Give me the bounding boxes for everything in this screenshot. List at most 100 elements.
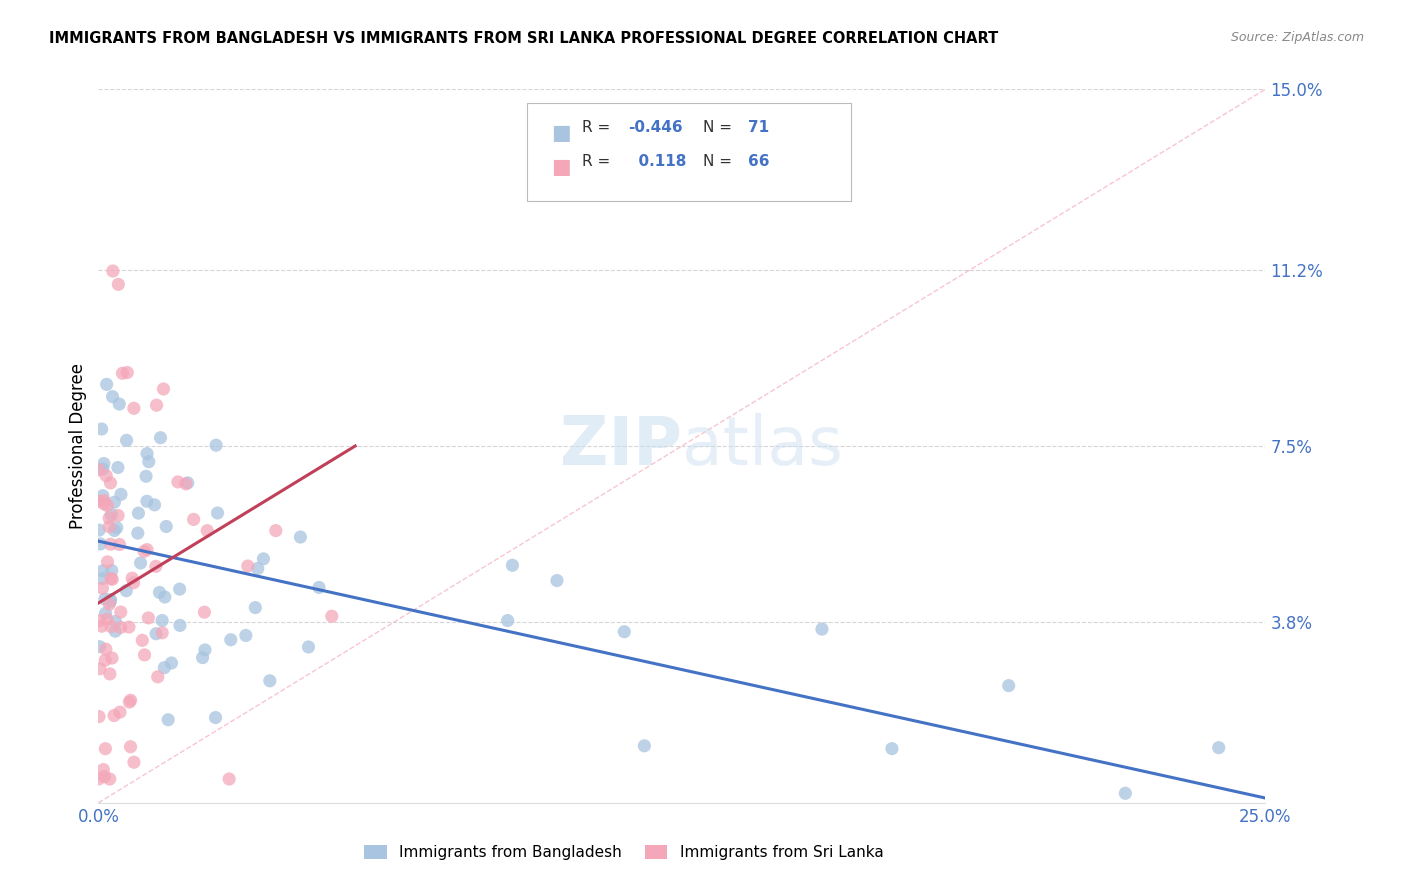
- Point: [997, 679, 1019, 693]
- Point: [194, 643, 217, 657]
- Point: [321, 609, 343, 624]
- Point: [145, 626, 167, 640]
- Point: [108, 705, 131, 719]
- Point: [100, 592, 122, 607]
- Text: Source: ZipAtlas.com: Source: ZipAtlas.com: [1230, 31, 1364, 45]
- Point: [89, 537, 111, 551]
- Legend: Immigrants from Bangladesh, Immigrants from Sri Lanka: Immigrants from Bangladesh, Immigrants f…: [357, 839, 890, 866]
- Point: [93, 763, 115, 777]
- Point: [93, 770, 115, 784]
- Point: [105, 521, 128, 535]
- Point: [103, 524, 125, 538]
- Point: [120, 693, 142, 707]
- Point: [308, 581, 330, 595]
- Point: [146, 670, 169, 684]
- Point: [1208, 740, 1230, 755]
- Point: [169, 618, 191, 632]
- Point: [149, 431, 172, 445]
- Point: [107, 508, 129, 523]
- Point: [135, 494, 157, 508]
- Text: -0.446: -0.446: [628, 120, 683, 135]
- Point: [98, 511, 121, 525]
- Point: [90, 619, 112, 633]
- Point: [110, 620, 132, 634]
- Point: [167, 475, 190, 489]
- Point: [134, 544, 156, 558]
- Point: [290, 530, 312, 544]
- Point: [122, 401, 145, 416]
- Point: [91, 572, 114, 586]
- Point: [87, 709, 110, 723]
- Point: [100, 537, 122, 551]
- Point: [110, 605, 132, 619]
- Point: [496, 614, 519, 628]
- Y-axis label: Professional Degree: Professional Degree: [69, 363, 87, 529]
- Text: 66: 66: [748, 153, 769, 169]
- Point: [546, 574, 568, 588]
- Point: [87, 523, 110, 537]
- Point: [96, 499, 118, 513]
- Text: ZIP: ZIP: [560, 413, 682, 479]
- Point: [101, 264, 124, 278]
- Point: [121, 571, 143, 585]
- Point: [246, 561, 269, 575]
- Point: [122, 575, 145, 590]
- Point: [89, 640, 111, 654]
- Text: 71: 71: [748, 120, 769, 135]
- Point: [157, 713, 180, 727]
- Text: R =: R =: [582, 153, 616, 169]
- Point: [183, 512, 205, 526]
- Point: [148, 585, 170, 599]
- Point: [103, 495, 125, 509]
- Point: [219, 632, 242, 647]
- Point: [94, 592, 117, 607]
- Point: [100, 594, 122, 608]
- Point: [94, 642, 117, 657]
- Point: [96, 377, 118, 392]
- Point: [138, 611, 160, 625]
- Point: [117, 366, 139, 380]
- Point: [98, 519, 121, 533]
- Text: R =: R =: [582, 120, 616, 135]
- Point: [100, 619, 122, 633]
- Point: [115, 434, 138, 448]
- Point: [101, 651, 124, 665]
- Point: [195, 524, 218, 538]
- Point: [127, 526, 149, 541]
- Point: [103, 708, 125, 723]
- Point: [122, 756, 145, 770]
- Point: [108, 537, 131, 551]
- Point: [153, 590, 176, 604]
- Point: [152, 382, 174, 396]
- Point: [91, 564, 114, 578]
- Point: [153, 660, 176, 674]
- Point: [87, 772, 110, 786]
- Point: [204, 710, 226, 724]
- Point: [205, 438, 228, 452]
- Point: [91, 489, 114, 503]
- Point: [134, 648, 156, 662]
- Point: [131, 633, 153, 648]
- Point: [98, 772, 121, 786]
- Text: ■: ■: [551, 123, 571, 143]
- Point: [136, 542, 159, 557]
- Point: [93, 497, 115, 511]
- Point: [104, 615, 127, 629]
- Point: [89, 662, 111, 676]
- Point: [101, 572, 124, 586]
- Point: [91, 581, 114, 595]
- Point: [145, 559, 167, 574]
- Point: [235, 628, 257, 642]
- Point: [94, 653, 117, 667]
- Point: [129, 556, 152, 570]
- Point: [104, 624, 127, 639]
- Point: [136, 447, 159, 461]
- Point: [613, 624, 636, 639]
- Point: [94, 741, 117, 756]
- Point: [96, 555, 118, 569]
- Point: [150, 625, 173, 640]
- Text: 0.118: 0.118: [628, 153, 688, 169]
- Point: [150, 614, 173, 628]
- Point: [91, 462, 114, 476]
- Text: ■: ■: [551, 157, 571, 177]
